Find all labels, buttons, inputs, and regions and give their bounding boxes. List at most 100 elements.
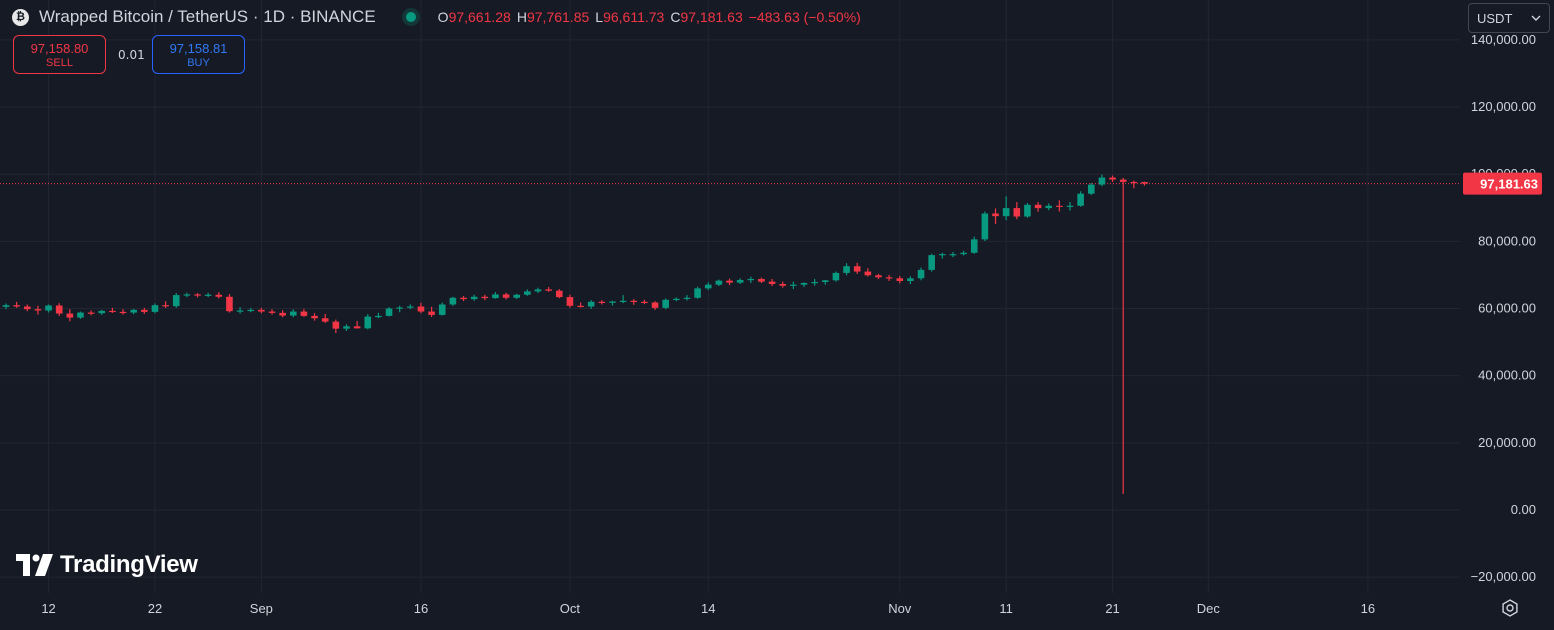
chevron-down-icon bbox=[1531, 15, 1541, 21]
open-value: 97,661.28 bbox=[448, 9, 511, 25]
candle bbox=[300, 308, 308, 317]
buy-button[interactable]: 97,158.81 BUY bbox=[152, 35, 245, 74]
candle bbox=[130, 308, 137, 315]
candle-body bbox=[928, 255, 935, 270]
candle bbox=[524, 289, 531, 296]
candle-body bbox=[1087, 184, 1095, 194]
low-key: L bbox=[595, 9, 604, 25]
candle-body bbox=[907, 278, 914, 281]
candle bbox=[141, 307, 148, 314]
candle-body bbox=[492, 294, 499, 299]
candle-body bbox=[438, 304, 446, 315]
candle-body bbox=[204, 294, 212, 296]
bitcoin-icon: ₿ bbox=[12, 8, 29, 26]
candle-body bbox=[758, 278, 765, 282]
y-tick-label: −20,000.00 bbox=[1471, 569, 1536, 584]
candle bbox=[417, 302, 425, 314]
candle bbox=[151, 303, 159, 314]
candle bbox=[758, 277, 765, 283]
candle bbox=[321, 313, 329, 323]
market-status-icon[interactable] bbox=[405, 12, 416, 22]
candle-body bbox=[215, 294, 223, 297]
candle bbox=[215, 292, 223, 299]
candle-body bbox=[821, 280, 829, 282]
candle-body bbox=[23, 306, 31, 310]
candle-body bbox=[268, 311, 276, 313]
candle-body bbox=[77, 312, 84, 318]
candle bbox=[651, 301, 659, 310]
y-tick-label: 140,000.00 bbox=[1471, 32, 1536, 47]
candle-body bbox=[1141, 182, 1148, 184]
candle bbox=[55, 303, 63, 316]
candle-body bbox=[311, 315, 318, 319]
candle bbox=[917, 267, 925, 281]
symbol-title[interactable]: Wrapped Bitcoin / TetherUS · 1D · BINANC… bbox=[39, 7, 376, 26]
candle-body bbox=[939, 254, 946, 256]
candle-body bbox=[1002, 208, 1010, 217]
candle bbox=[673, 297, 680, 302]
y-tick-label: 80,000.00 bbox=[1478, 233, 1536, 248]
x-tick-label: Oct bbox=[560, 601, 581, 616]
candle-body bbox=[417, 306, 425, 312]
candle bbox=[545, 287, 552, 292]
candle bbox=[279, 310, 286, 318]
candle bbox=[1024, 203, 1031, 218]
candle-body bbox=[34, 309, 42, 311]
candle bbox=[736, 278, 744, 285]
candle bbox=[768, 278, 776, 287]
candle bbox=[502, 292, 510, 300]
candle-body bbox=[673, 298, 680, 300]
candle-body bbox=[619, 300, 627, 302]
candle-body bbox=[226, 296, 233, 312]
candle bbox=[1119, 177, 1127, 494]
candle-body bbox=[832, 272, 840, 281]
candle bbox=[247, 307, 255, 313]
x-tick-label: Nov bbox=[888, 601, 912, 616]
candle bbox=[1077, 191, 1084, 207]
candle-body bbox=[130, 309, 137, 313]
x-tick-label: 11 bbox=[999, 601, 1013, 616]
high-value: 97,761.85 bbox=[526, 9, 590, 25]
sell-button[interactable]: 97,158.80 SELL bbox=[13, 35, 106, 74]
gear-icon[interactable] bbox=[1500, 598, 1520, 618]
candle-body bbox=[1034, 204, 1042, 209]
candle-body bbox=[662, 299, 669, 308]
tradingview-logo[interactable]: TradingView bbox=[16, 551, 198, 579]
candle bbox=[694, 286, 701, 299]
candle bbox=[66, 309, 74, 322]
currency-select[interactable]: USDT bbox=[1468, 3, 1550, 33]
candle bbox=[832, 271, 840, 282]
y-tick-label: 20,000.00 bbox=[1478, 435, 1536, 450]
y-tick-label: 120,000.00 bbox=[1471, 99, 1536, 114]
candle-body bbox=[375, 315, 382, 318]
candle-body bbox=[502, 294, 510, 298]
candle bbox=[1056, 200, 1063, 212]
candle bbox=[885, 274, 893, 281]
candle-body bbox=[896, 278, 904, 281]
candle bbox=[821, 279, 829, 285]
candle-body bbox=[917, 269, 925, 279]
change-value: −483.63 (−0.50%) bbox=[748, 9, 861, 25]
candle-body bbox=[481, 296, 489, 299]
candle-body bbox=[172, 295, 180, 307]
candle bbox=[555, 289, 563, 299]
spread-value: 0.01 bbox=[118, 48, 145, 62]
candle-body bbox=[1098, 177, 1106, 185]
candle bbox=[1098, 174, 1106, 187]
candle bbox=[183, 292, 191, 298]
candle-body bbox=[715, 280, 723, 285]
candle bbox=[460, 296, 467, 302]
candle-body bbox=[587, 301, 595, 307]
candle-body bbox=[343, 326, 350, 329]
candle bbox=[396, 305, 403, 313]
candle-body bbox=[1130, 181, 1138, 184]
candle-body bbox=[736, 279, 744, 283]
candle-body bbox=[460, 297, 467, 300]
candle bbox=[534, 287, 542, 294]
candle bbox=[1109, 175, 1116, 182]
candle bbox=[438, 302, 446, 316]
candle bbox=[960, 250, 967, 256]
candle bbox=[928, 253, 935, 272]
candle-body bbox=[1077, 193, 1084, 206]
